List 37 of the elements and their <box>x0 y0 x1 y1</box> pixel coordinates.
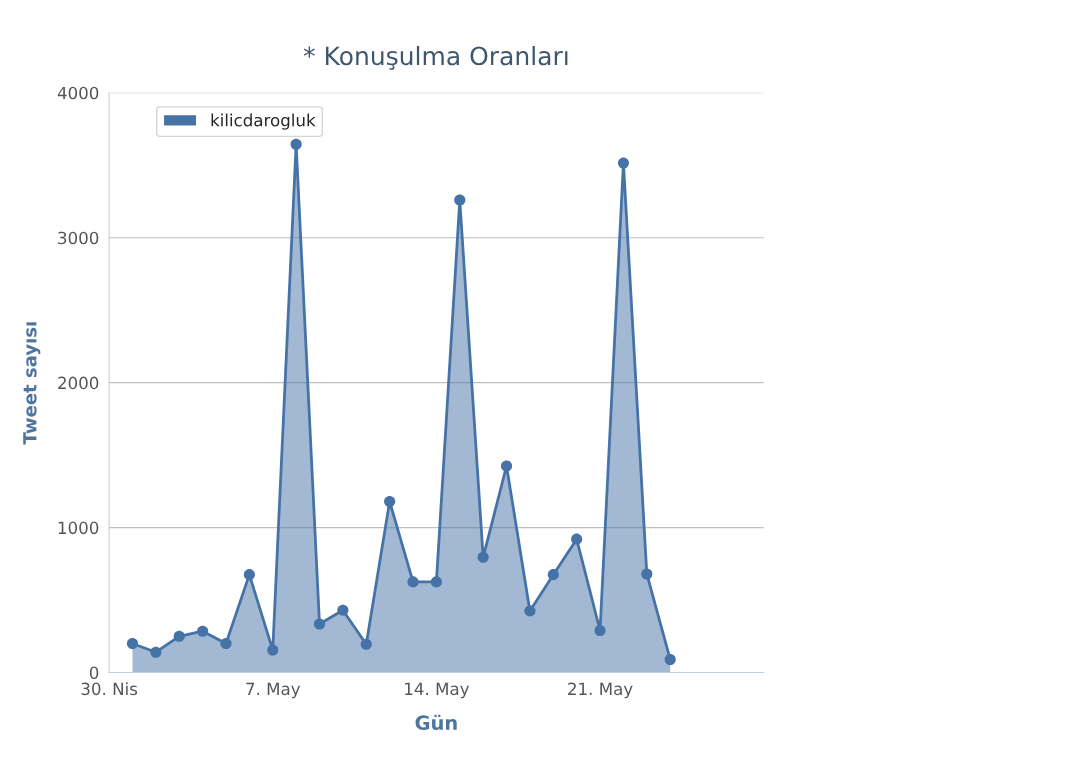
x-axis-title: Gün <box>415 714 457 731</box>
x-tick-label: 30. Nis <box>81 682 138 696</box>
y-tick-label: 1000 <box>58 521 99 535</box>
point <box>220 637 232 650</box>
y-tick-label: 2000 <box>58 376 99 390</box>
x-tick-label: 21. May <box>568 682 633 699</box>
y-tick-label: 4000 <box>57 86 99 100</box>
y-tick-label: 3000 <box>58 231 99 245</box>
y-axis-title: Tweet sayısı <box>23 322 41 445</box>
point <box>337 604 349 616</box>
chart-title: * Konuşulma Oranları <box>303 45 568 70</box>
point <box>500 460 513 472</box>
y-tick-label: 0 <box>89 666 99 680</box>
point <box>267 644 279 656</box>
point <box>430 576 442 588</box>
x-tick-label: 7. May <box>246 682 301 699</box>
point <box>407 576 419 588</box>
point <box>594 624 606 637</box>
point <box>197 625 209 637</box>
point <box>243 569 255 581</box>
point <box>477 551 489 563</box>
point <box>126 637 139 650</box>
point <box>360 638 372 650</box>
point <box>664 653 676 666</box>
point <box>617 157 629 169</box>
point <box>384 495 396 508</box>
x-tick-label: 14. May <box>405 682 470 699</box>
point <box>641 568 653 580</box>
point <box>313 618 326 630</box>
point <box>547 569 559 581</box>
legend-label: kilicdarogluk <box>211 113 316 130</box>
point <box>524 605 536 617</box>
point <box>290 138 302 150</box>
point <box>150 646 162 658</box>
point <box>454 194 466 206</box>
point <box>173 630 185 642</box>
point <box>571 533 583 545</box>
